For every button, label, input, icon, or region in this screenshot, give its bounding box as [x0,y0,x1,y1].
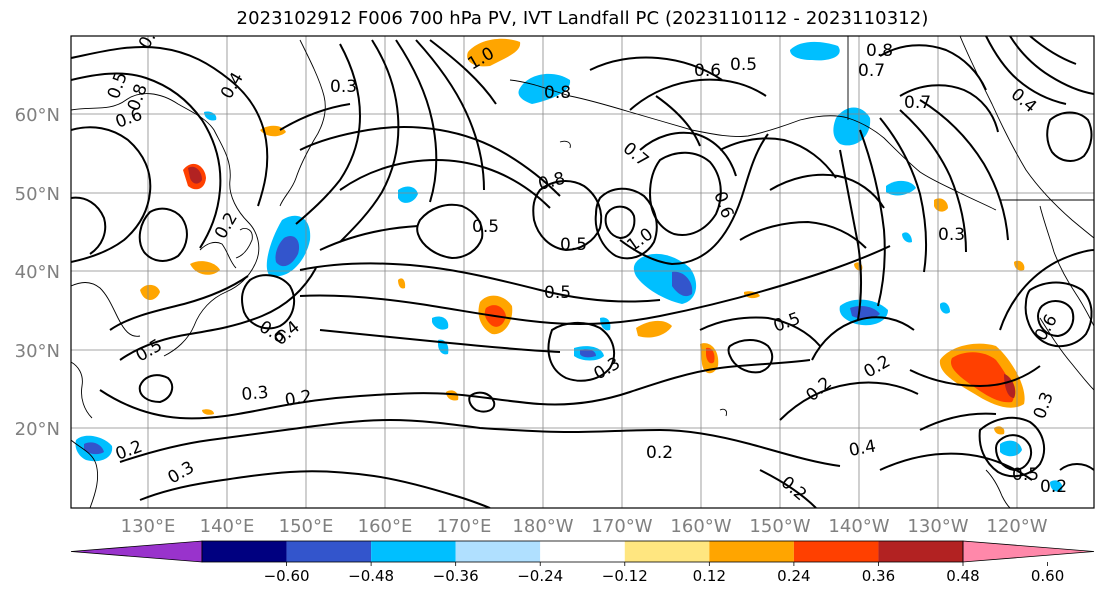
contour-label: 0.5 [1012,465,1039,485]
coastlines [71,36,1094,508]
contour-label: 0.7 [904,93,931,113]
lon-label: 180°W [512,516,573,537]
colorbar: −0.60 −0.48 −0.36 −0.24 −0.12 0.12 0.24 0.36 0.4… [70,540,1095,585]
lon-label: 120°W [986,516,1047,537]
colorbar-segment [793,541,879,562]
colorbar-frame [201,540,964,563]
colorbar-tick-label: −0.60 [264,567,310,585]
lat-label: 30°N [15,341,60,362]
pv-shading [75,38,1063,492]
colorbar-tick-label: −0.36 [433,567,479,585]
contour-label: 0.5 [472,217,499,237]
colorbar-extend-high [962,540,1095,563]
lon-label: 150°W [749,516,810,537]
contour-label: 0.5 [544,283,571,303]
colorbar-segment [878,541,963,562]
colorbar-segment [202,541,287,562]
contour-lines [71,36,1094,508]
lon-label: 150°E [279,516,334,537]
colorbar-extend-low [70,540,203,563]
lon-label: 170°E [437,516,492,537]
lon-label: 160°E [358,516,413,537]
lon-label: 130°E [121,516,176,537]
contour-label: 0.3 [938,225,965,245]
lon-label: 140°W [828,516,889,537]
latitude-labels: 60°N 50°N 40°N 30°N 20°N [15,105,60,440]
contour-label: 0.6 [694,61,721,81]
contour-label: 0.8 [866,41,893,61]
colorbar-segment [286,541,372,562]
contour-label: 0.7 [858,61,885,81]
lat-label: 40°N [15,262,60,283]
lon-label: 140°E [200,516,255,537]
colorbar-segment [371,541,456,562]
colorbar-segment [709,541,794,562]
colorbar-tick-label: −0.12 [602,567,648,585]
contour-label: 0.2 [1040,477,1067,497]
lat-label: 60°N [15,105,60,126]
longitude-labels: 130°E 140°E 150°E 160°E 170°E 180°W 170°… [121,516,1048,537]
map-title: 2023102912 F006 700 hPa PV, IVT Landfall… [236,8,929,29]
colorbar-tick-label: 0.60 [1031,567,1064,585]
map-frame [70,35,1095,509]
lat-label: 50°N [15,184,60,205]
lon-label: 170°W [591,516,652,537]
lat-label: 20°N [15,419,60,440]
colorbar-tick-label: 0.36 [862,567,895,585]
contour-label: 0.3 [330,77,357,97]
contour-label: 0.4 [847,437,877,461]
contour-label: 0.2 [646,443,673,463]
colorbar-segment [455,541,541,562]
contour-label: 0.5 [560,235,587,255]
colorbar-tick-label: −0.48 [348,567,394,585]
colorbar-tick-label: 0.24 [777,567,810,585]
colorbar-segment [624,541,710,562]
lon-label: 160°W [670,516,731,537]
colorbar-tick-label: 0.48 [946,567,979,585]
contour-label: 0.2 [283,387,313,411]
colorbar-tick-label: −0.24 [517,567,563,585]
lon-label: 130°W [907,516,968,537]
contour-label: 0.5 [730,55,757,75]
contour-label: 0.3 [241,383,270,405]
contour-label: 0.8 [544,83,571,103]
colorbar-segment [540,541,625,562]
gridlines [71,36,1094,508]
colorbar-tick-label: 0.12 [693,567,726,585]
